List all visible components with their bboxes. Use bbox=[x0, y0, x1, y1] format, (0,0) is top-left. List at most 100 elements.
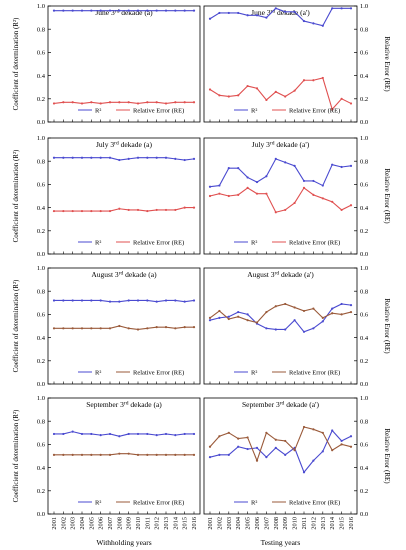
re-point bbox=[312, 79, 315, 82]
re-point bbox=[164, 102, 168, 105]
r2-point bbox=[274, 7, 277, 10]
r2-point bbox=[136, 156, 140, 159]
re-point bbox=[155, 453, 158, 456]
r2-point bbox=[146, 9, 149, 12]
x-axis-label-left: Withholding years bbox=[96, 538, 151, 547]
panel-left-2: July 3rd dekade (a) 0.0 0.2 0.4 0.6 0.8 1.0 R² R… bbox=[37, 135, 201, 258]
y-tick-label: 0.2 bbox=[37, 488, 45, 495]
r2-point bbox=[118, 300, 121, 303]
r2-point bbox=[246, 447, 249, 451]
r2-point bbox=[321, 320, 324, 323]
r2-point bbox=[331, 7, 334, 10]
x-tick-label: 2014 bbox=[172, 516, 179, 529]
panel-title: August 3rd dekade (a) bbox=[91, 270, 157, 279]
r2-point bbox=[52, 156, 56, 159]
r2-point bbox=[127, 432, 130, 436]
r2-point bbox=[284, 453, 287, 456]
re-point bbox=[164, 208, 168, 212]
r2-line bbox=[209, 429, 352, 474]
re-point bbox=[208, 316, 212, 319]
y-tick-label: 0.2 bbox=[360, 488, 368, 495]
panel-frame bbox=[47, 137, 201, 255]
r2-point bbox=[246, 313, 249, 316]
re-point bbox=[265, 431, 268, 434]
y-tick-label: 0.0 bbox=[360, 119, 368, 126]
re-point bbox=[218, 309, 221, 313]
re-point bbox=[293, 306, 296, 309]
y-tick-label: 1.0 bbox=[37, 395, 45, 402]
re-point bbox=[331, 312, 334, 315]
r2-point bbox=[192, 157, 196, 160]
x-tick-label: 2001 bbox=[51, 517, 58, 530]
re-point bbox=[183, 453, 186, 456]
x-tick-label: 2015 bbox=[182, 517, 189, 530]
legend-r2-label: R² bbox=[251, 370, 257, 377]
r2-point bbox=[246, 14, 249, 17]
r2-point bbox=[164, 9, 168, 12]
r2-line bbox=[54, 157, 195, 161]
re-point bbox=[255, 87, 259, 90]
legend-r2-label: R² bbox=[95, 240, 101, 247]
r2-point bbox=[208, 185, 212, 188]
r2-point bbox=[312, 22, 315, 25]
r2-point bbox=[237, 11, 240, 15]
re-point bbox=[255, 192, 259, 195]
x-tick-label: 2004 bbox=[235, 516, 242, 529]
re-point bbox=[312, 428, 315, 431]
r2-point bbox=[146, 299, 149, 302]
re-point bbox=[90, 101, 93, 104]
re-point bbox=[90, 209, 93, 213]
r2-point bbox=[108, 432, 112, 436]
x-tick-label: 2012 bbox=[310, 517, 317, 530]
r2-point bbox=[52, 432, 56, 436]
y-tick-label: 0.0 bbox=[360, 381, 368, 388]
panel-right-1: June 3rd dekade (a')0.00.20.40.60.81.0R²… bbox=[203, 3, 369, 126]
re-point bbox=[312, 193, 315, 196]
y-tick-label: 0.8 bbox=[37, 158, 45, 165]
r2-point bbox=[349, 164, 353, 167]
re-point bbox=[293, 201, 296, 205]
x-tick-label: 2016 bbox=[191, 517, 198, 530]
re-point bbox=[227, 194, 230, 198]
r2-point bbox=[127, 299, 130, 302]
r2-point bbox=[155, 9, 158, 12]
y-tick-label: 0.8 bbox=[37, 26, 45, 33]
legend-r2-label: R² bbox=[95, 108, 101, 115]
r2-line bbox=[209, 7, 351, 27]
y-tick-label: 1.0 bbox=[37, 135, 45, 142]
x-tick-label: 2011 bbox=[144, 517, 151, 529]
y-tick-label: 0.0 bbox=[360, 511, 368, 518]
x-tick-label: 2010 bbox=[135, 517, 142, 530]
r2-point bbox=[118, 9, 121, 12]
re-point bbox=[321, 316, 324, 319]
re-point bbox=[118, 101, 121, 104]
r2-point bbox=[174, 434, 177, 437]
r2-point bbox=[265, 175, 268, 178]
x-tick-label: 2014 bbox=[329, 516, 336, 529]
y-tick-label: 0.2 bbox=[360, 96, 368, 103]
r2-point bbox=[227, 453, 230, 456]
y-tick-label: 1.0 bbox=[37, 3, 45, 10]
y-tick-label: 0.6 bbox=[37, 50, 46, 57]
r2-point bbox=[331, 163, 334, 166]
r2-point bbox=[99, 434, 102, 437]
r2-point bbox=[255, 446, 259, 449]
r2-point bbox=[155, 300, 158, 303]
r2-point bbox=[155, 156, 158, 159]
r2-point bbox=[192, 9, 196, 12]
r2-point bbox=[265, 327, 268, 330]
r2-point bbox=[340, 302, 343, 306]
x-tick-label: 2004 bbox=[79, 516, 86, 529]
r2-point bbox=[312, 179, 315, 183]
r2-point bbox=[246, 176, 249, 179]
re-point bbox=[293, 449, 296, 452]
r2-point bbox=[274, 328, 277, 331]
y-tick-label: 1.0 bbox=[360, 135, 368, 142]
r2-point bbox=[62, 156, 65, 159]
y-tick-label: 0.6 bbox=[360, 182, 369, 189]
x-tick-label: 2008 bbox=[116, 517, 123, 530]
r2-point bbox=[293, 164, 296, 167]
re-point bbox=[237, 437, 240, 440]
panel-title: September 3rd dekade (a') bbox=[242, 400, 319, 409]
panel-left-4: September 3rd dekade (a) 0.0 0.2 0.4 0.6 0.8 1… bbox=[37, 395, 201, 518]
